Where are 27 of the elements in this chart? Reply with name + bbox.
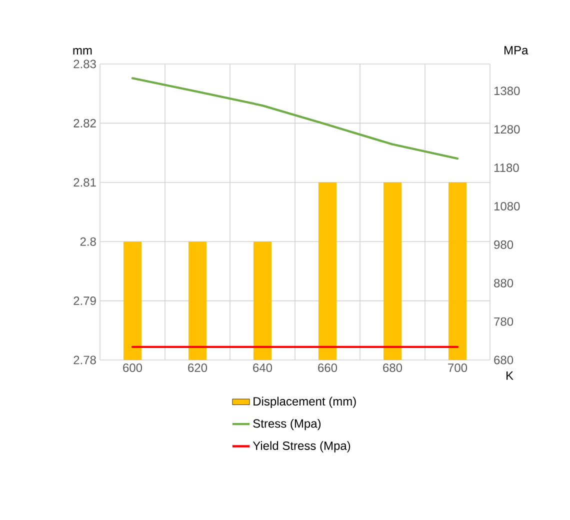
x-tick-label: 640 [253, 364, 272, 372]
legend-label: Stress (Mpa) [253, 418, 321, 430]
x-tick-label: 680 [383, 364, 402, 372]
y2-tick-label: 1180 [494, 164, 519, 172]
y2-tick-label: 1280 [494, 125, 520, 134]
legend-label: Yield Stress (Mpa) [252, 441, 350, 452]
y-axis-title: mm [73, 48, 92, 54]
y2-tick-label: 1080 [494, 202, 520, 210]
x-tick-label: 600 [123, 364, 142, 372]
y2-tick-label: 980 [494, 240, 514, 249]
y-tick-label: 2.81 [74, 178, 96, 187]
x-tick-label: 700 [448, 364, 468, 372]
y-tick-label: 2.79 [74, 296, 96, 306]
y-tick-label: 2.83 [74, 60, 96, 68]
y-tick-label: 2.82 [74, 118, 96, 128]
y-tick-label: 2.8 [80, 237, 96, 246]
legend-label: Displacement (mm) [254, 396, 356, 408]
y2-tick-label: 880 [494, 278, 514, 288]
x-tick-label: 620 [188, 364, 208, 372]
x-axis-title: K [506, 372, 514, 380]
y2-tick-label: 1380 [494, 86, 520, 96]
y2-tick-label: 680 [494, 356, 514, 364]
x-tick-label: 660 [318, 364, 338, 372]
line-series [131, 77, 459, 160]
y2-tick-label: 780 [494, 317, 514, 326]
y-tick-label: 2.78 [74, 356, 96, 364]
y2-axis-title: MPa [504, 46, 528, 54]
